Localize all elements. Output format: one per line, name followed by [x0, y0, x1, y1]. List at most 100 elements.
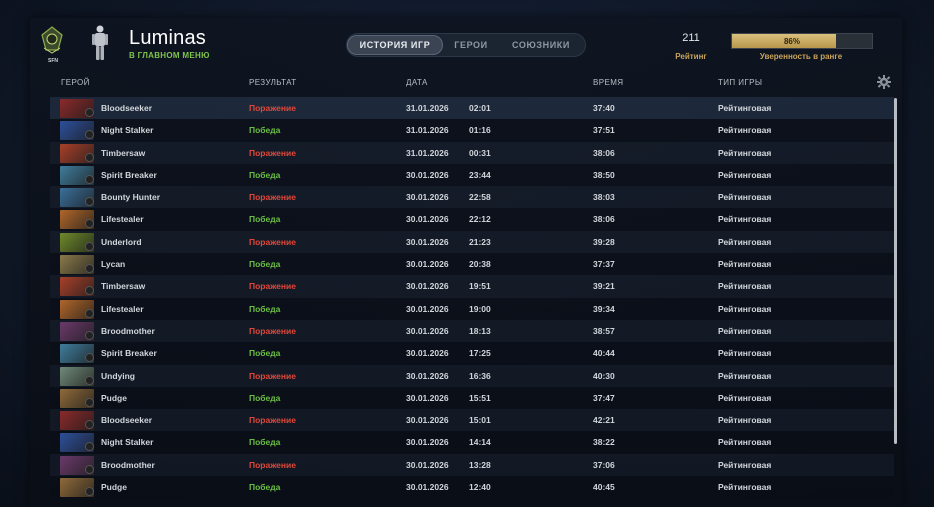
rank-confidence-bar: 86%	[731, 33, 873, 49]
column-header-result[interactable]: РЕЗУЛЬТАТ	[249, 78, 297, 87]
match-result: Поражение	[249, 325, 296, 336]
match-duration: 39:28	[593, 236, 615, 247]
table-row[interactable]: Undying Поражение 30.01.2026 16:36 40:30 Рейт…	[50, 364, 894, 387]
column-header-duration[interactable]: ВРЕМЯ	[593, 78, 624, 87]
hero-name: Pudge	[101, 392, 127, 403]
hero-role-icon	[85, 286, 94, 296]
hero-name: Spirit Breaker	[101, 348, 157, 359]
match-start-time: 16:36	[469, 370, 491, 381]
gear-icon[interactable]	[876, 74, 892, 90]
game-type: Рейтинговая	[718, 281, 772, 292]
game-type: Рейтинговая	[718, 169, 772, 180]
player-avatar-figure[interactable]	[90, 24, 110, 62]
game-type: Рейтинговая	[718, 236, 772, 247]
table-row[interactable]: Underlord Поражение 30.01.2026 21:23 39:28 Ре…	[50, 230, 894, 254]
tab-heroes[interactable]: ГЕРОИ	[454, 40, 488, 50]
match-date: 30.01.2026	[406, 325, 449, 336]
match-result: Поражение	[249, 103, 296, 113]
match-duration: 39:21	[593, 281, 615, 292]
hero-role-icon	[85, 197, 94, 207]
match-duration: 37:47	[593, 392, 615, 403]
match-start-time: 19:00	[469, 303, 491, 314]
game-type: Рейтинговая	[718, 348, 772, 359]
table-row[interactable]: Lifestealer Победа 30.01.2026 19:00 39:34 Рей…	[50, 297, 894, 320]
hero-role-icon	[85, 152, 94, 162]
hero-name: Lycan	[101, 259, 126, 270]
match-start-time: 15:51	[469, 392, 491, 403]
match-duration: 38:50	[593, 169, 615, 180]
match-date: 31.01.2026	[406, 103, 449, 113]
table-row[interactable]: Night Stalker Победа 30.01.2026 14:14 38:22 Р…	[50, 431, 894, 454]
table-row[interactable]: Timbersaw Поражение 31.01.2026 00:31 38:06 Ре…	[50, 141, 894, 164]
match-result: Поражение	[249, 459, 296, 470]
game-type: Рейтинговая	[718, 214, 772, 225]
match-start-time: 23:44	[469, 169, 491, 180]
match-date: 30.01.2026	[406, 392, 449, 403]
player-name[interactable]: Luminas	[129, 27, 206, 49]
match-result: Поражение	[249, 370, 296, 381]
match-duration: 38:57	[593, 325, 615, 336]
match-date: 30.01.2026	[406, 169, 449, 180]
match-result: Поражение	[249, 147, 296, 158]
tab-match-history[interactable]: ИСТОРИЯ ИГР	[347, 35, 443, 55]
hero-role-icon	[85, 219, 94, 229]
match-duration: 38:03	[593, 192, 615, 203]
column-header-date[interactable]: ДАТА	[406, 78, 428, 87]
table-row[interactable]: Bloodseeker Поражение 30.01.2026 15:01 42:21…	[50, 409, 894, 432]
column-header-game-type[interactable]: ТИП ИГРЫ	[718, 78, 763, 87]
hero-role-icon	[85, 108, 94, 117]
match-result: Поражение	[249, 192, 296, 203]
match-result: Поражение	[249, 236, 296, 247]
match-start-time: 14:14	[469, 437, 491, 448]
table-row[interactable]: Broodmother Поражение 30.01.2026 18:13 38:57…	[50, 319, 894, 343]
rank-confidence-percent: 86%	[783, 36, 800, 46]
match-result: Поражение	[249, 281, 296, 292]
table-row[interactable]: Lycan Победа 30.01.2026 20:38 37:37 Рейтингов…	[50, 253, 894, 276]
hero-role-icon	[85, 330, 94, 340]
table-row[interactable]: Timbersaw Поражение 30.01.2026 19:51 39:21 Ре…	[50, 275, 894, 298]
table-row[interactable]: Bloodseeker Поражение 31.01.2026 02:01 37:40…	[50, 97, 894, 120]
column-header-hero[interactable]: ГЕРОЙ	[61, 78, 90, 87]
tab-bar: ИСТОРИЯ ИГР ГЕРОИ СОЮЗНИКИ	[346, 33, 586, 57]
match-result: Поражение	[249, 415, 296, 426]
table-row[interactable]: Broodmother Поражение 30.01.2026 13:28 37:06…	[50, 453, 894, 477]
match-start-time: 13:28	[469, 459, 491, 470]
hero-role-icon	[85, 442, 94, 452]
match-duration: 38:22	[593, 437, 615, 448]
table-row[interactable]: Night Stalker Победа 31.01.2026 01:16 37:51 Р…	[50, 119, 894, 142]
match-date: 30.01.2026	[406, 303, 449, 314]
match-date: 30.01.2026	[406, 459, 449, 470]
table-row[interactable]: Pudge Победа 30.01.2026 15:51 37:47 Рейтингов…	[50, 386, 894, 410]
match-result: Победа	[249, 348, 281, 359]
table-row[interactable]: Spirit Breaker Победа 30.01.2026 17:25 40:44…	[50, 342, 894, 365]
hero-name: Lifestealer	[101, 303, 144, 314]
table-row[interactable]: Spirit Breaker Победа 30.01.2026 23:44 38:50…	[50, 163, 894, 187]
match-date: 30.01.2026	[406, 236, 449, 247]
table-row[interactable]: Pudge Победа 30.01.2026 12:40 40:45 Рейтингов…	[50, 476, 894, 499]
match-result: Победа	[249, 259, 281, 270]
game-type: Рейтинговая	[718, 125, 772, 136]
match-start-time: 02:01	[469, 103, 491, 113]
rank-badge-label: SFN	[48, 58, 58, 64]
rank-confidence-label: Уверенность в ранге	[759, 52, 843, 61]
hero-name: Timbersaw	[101, 281, 146, 292]
match-start-time: 22:58	[469, 192, 491, 203]
match-start-time: 18:13	[469, 325, 491, 336]
match-date: 30.01.2026	[406, 348, 449, 359]
hero-role-icon	[85, 174, 94, 184]
scrollbar[interactable]	[894, 98, 897, 444]
tab-allies[interactable]: СОЮЗНИКИ	[512, 40, 570, 50]
match-duration: 39:34	[593, 303, 615, 314]
match-result: Победа	[249, 437, 281, 448]
hero-name: Bloodseeker	[101, 415, 153, 426]
match-result: Победа	[249, 303, 281, 314]
table-row[interactable]: Lifestealer Победа 30.01.2026 22:12 38:06 Рей…	[50, 208, 894, 231]
hero-role-icon	[85, 264, 94, 274]
match-result: Победа	[249, 392, 281, 403]
rating-value: 211	[682, 32, 700, 44]
game-type: Рейтинговая	[718, 259, 772, 270]
game-type: Рейтинговая	[718, 437, 772, 448]
rank-confidence-fill	[732, 34, 836, 48]
table-row[interactable]: Bounty Hunter Поражение 30.01.2026 22:58 38:…	[50, 186, 894, 209]
match-start-time: 12:40	[469, 482, 491, 493]
